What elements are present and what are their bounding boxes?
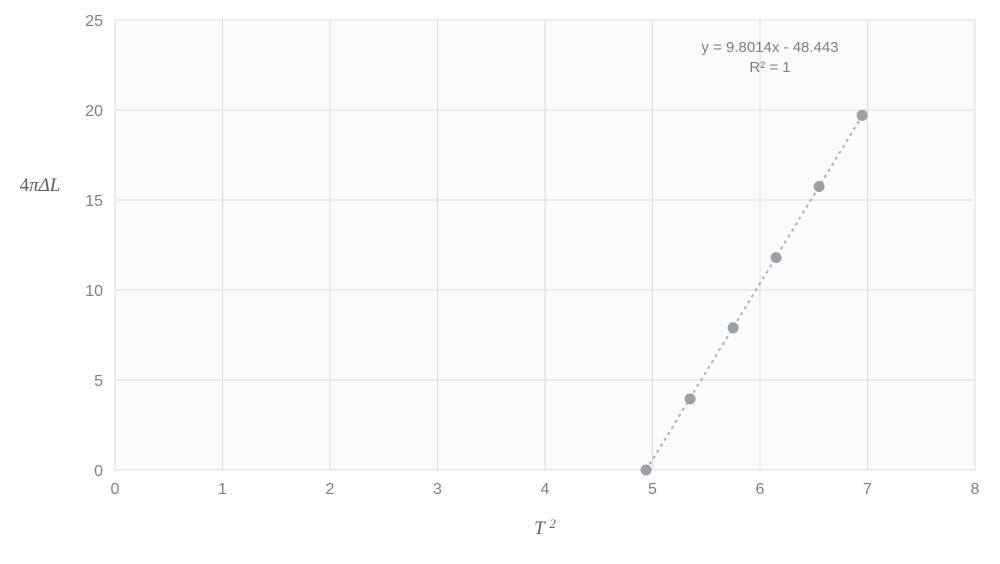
- x-tick-label: 3: [433, 481, 442, 498]
- x-tick-label: 0: [111, 481, 120, 498]
- x-tick-label: 4: [541, 481, 550, 498]
- data-point: [728, 322, 739, 333]
- data-point: [641, 465, 652, 476]
- y-axis-title: 4πΔL: [20, 175, 61, 196]
- x-tick-label: 6: [756, 481, 765, 498]
- y-tick-label: 20: [85, 103, 103, 120]
- y-tick-label: 10: [85, 283, 103, 300]
- x-tick-label: 5: [648, 481, 657, 498]
- x-tick-label: 2: [326, 481, 335, 498]
- scatter-chart: 0 1 2 3 4 5 6 7 8 0 5 10 15 20 25 y = 9.8014x - 48.443 R…: [0, 0, 1000, 564]
- y-tick-label: 25: [85, 13, 103, 30]
- data-point: [814, 181, 825, 192]
- equation-line2: R² = 1: [749, 59, 790, 76]
- y-tick-label: 0: [94, 463, 103, 480]
- equation-line1: y = 9.8014x - 48.443: [701, 39, 838, 56]
- data-point: [857, 110, 868, 121]
- y-tick-label: 15: [85, 193, 103, 210]
- x-axis-title: T 2: [534, 516, 556, 539]
- x-tick-label: 8: [971, 481, 980, 498]
- data-point: [771, 252, 782, 263]
- y-tick-label: 5: [94, 373, 103, 390]
- data-point: [685, 393, 696, 404]
- chart-container: 0 1 2 3 4 5 6 7 8 0 5 10 15 20 25 y = 9.8014x - 48.443 R…: [0, 0, 1000, 564]
- x-tick-label: 1: [218, 481, 227, 498]
- x-tick-label: 7: [863, 481, 872, 498]
